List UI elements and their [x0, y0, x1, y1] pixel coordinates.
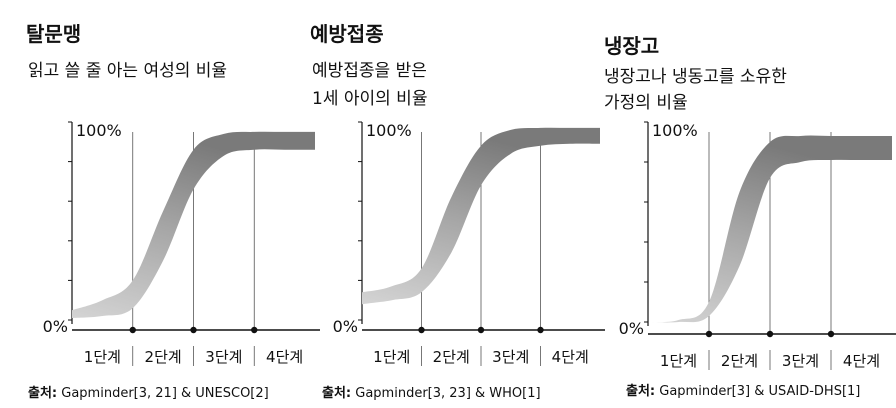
series-band — [648, 135, 892, 323]
y-ticks — [644, 121, 648, 323]
y-label-100: 100% — [652, 121, 698, 140]
source-prefix: 출처: — [322, 386, 352, 401]
source-prefix: 출처: — [626, 384, 656, 399]
source-note: 출처: Gapminder[3, 21] & UNESCO[2] — [28, 382, 269, 401]
stage-marker — [766, 330, 774, 338]
x-tick-label: 4단계 — [843, 352, 880, 370]
chart-title: 탈문맹 — [26, 22, 82, 46]
source-text: Gapminder[3] & USAID-DHS[1] — [659, 384, 861, 399]
stage-markers — [129, 326, 258, 334]
x-tick-label: 1단계 — [373, 348, 410, 366]
source-text: Gapminder[3, 23] & WHO[1] — [355, 386, 541, 401]
y-label-100: 100% — [366, 121, 412, 140]
chart-subtitle-line-1: 냉장고나 냉동고를 소유한 — [604, 67, 787, 87]
x-tick-labels: 1단계 2단계 3단계 4단계 — [373, 346, 589, 366]
stage-marker — [251, 326, 258, 334]
chart-title: 예방접종 — [310, 22, 384, 46]
x-tick-label: 3단계 — [782, 352, 819, 370]
x-tick-label: 3단계 — [492, 348, 529, 366]
source-note: 출처: Gapminder[3, 23] & WHO[1] — [322, 382, 541, 401]
x-tick-label: 4단계 — [552, 348, 589, 366]
chart-subtitle-line-1: 읽고 쓸 줄 아는 여성의 비율 — [28, 61, 228, 81]
y-ticks — [358, 121, 362, 321]
x-tick-labels: 1단계 2단계 3단계 4단계 — [660, 350, 880, 370]
panel-vaccination: 예방접종 예방접종을 받은 1세 아이의 비율 100% 0% 1단계 2단계 3단… — [300, 0, 605, 408]
series-band — [72, 131, 315, 318]
stage-marker — [827, 330, 835, 338]
series-band — [362, 127, 600, 305]
stage-marker — [418, 326, 425, 334]
chart-title: 냉장고 — [604, 34, 660, 58]
x-tick-label: 2단계 — [721, 352, 758, 370]
stage-markers — [705, 330, 835, 338]
source-note: 출처: Gapminder[3] & USAID-DHS[1] — [626, 380, 860, 399]
source-prefix: 출처: — [28, 386, 58, 401]
stage-marker — [129, 326, 136, 334]
y-label-0: 0% — [619, 319, 644, 338]
chart-subtitle-line-2: 가정의 비율 — [604, 93, 688, 113]
y-label-0: 0% — [43, 317, 68, 336]
chart-plot: 100% 0% 1단계 2단계 3단계 4단계 — [43, 121, 320, 366]
x-tick-label: 4단계 — [266, 348, 303, 366]
stage-marker — [190, 326, 197, 334]
x-tick-label: 2단계 — [145, 348, 182, 366]
stage-marker — [537, 326, 544, 334]
x-tick-label: 1단계 — [660, 352, 697, 370]
stage-marker — [477, 326, 485, 334]
panel-literacy: 탈문맹 읽고 쓸 줄 아는 여성의 비율 100% 0% 1단계 2단계 3단계 4단… — [0, 0, 320, 408]
stage-marker — [705, 330, 713, 338]
chart-plot: 100% 0% 1단계 2단계 3단계 4단계 — [619, 121, 896, 370]
x-tick-label: 2단계 — [433, 348, 470, 366]
chart-plot: 100% 0% 1단계 2단계 3단계 4단계 — [333, 121, 605, 366]
x-tick-label: 1단계 — [84, 348, 121, 366]
stage-markers — [418, 326, 544, 334]
chart-subtitle-line-1: 예방접종을 받은 — [312, 61, 427, 81]
y-ticks — [68, 121, 72, 321]
y-label-0: 0% — [333, 317, 358, 336]
chart-subtitle-line-2: 1세 아이의 비율 — [312, 89, 428, 109]
source-text: Gapminder[3, 21] & UNESCO[2] — [61, 386, 269, 401]
x-tick-label: 3단계 — [205, 348, 242, 366]
y-label-100: 100% — [76, 121, 122, 140]
panel-refrigerator: 냉장고 냉장고나 냉동고를 소유한 가정의 비율 100% 0% 1단계 2단계 3… — [596, 0, 896, 408]
x-tick-labels: 1단계 2단계 3단계 4단계 — [84, 346, 303, 366]
